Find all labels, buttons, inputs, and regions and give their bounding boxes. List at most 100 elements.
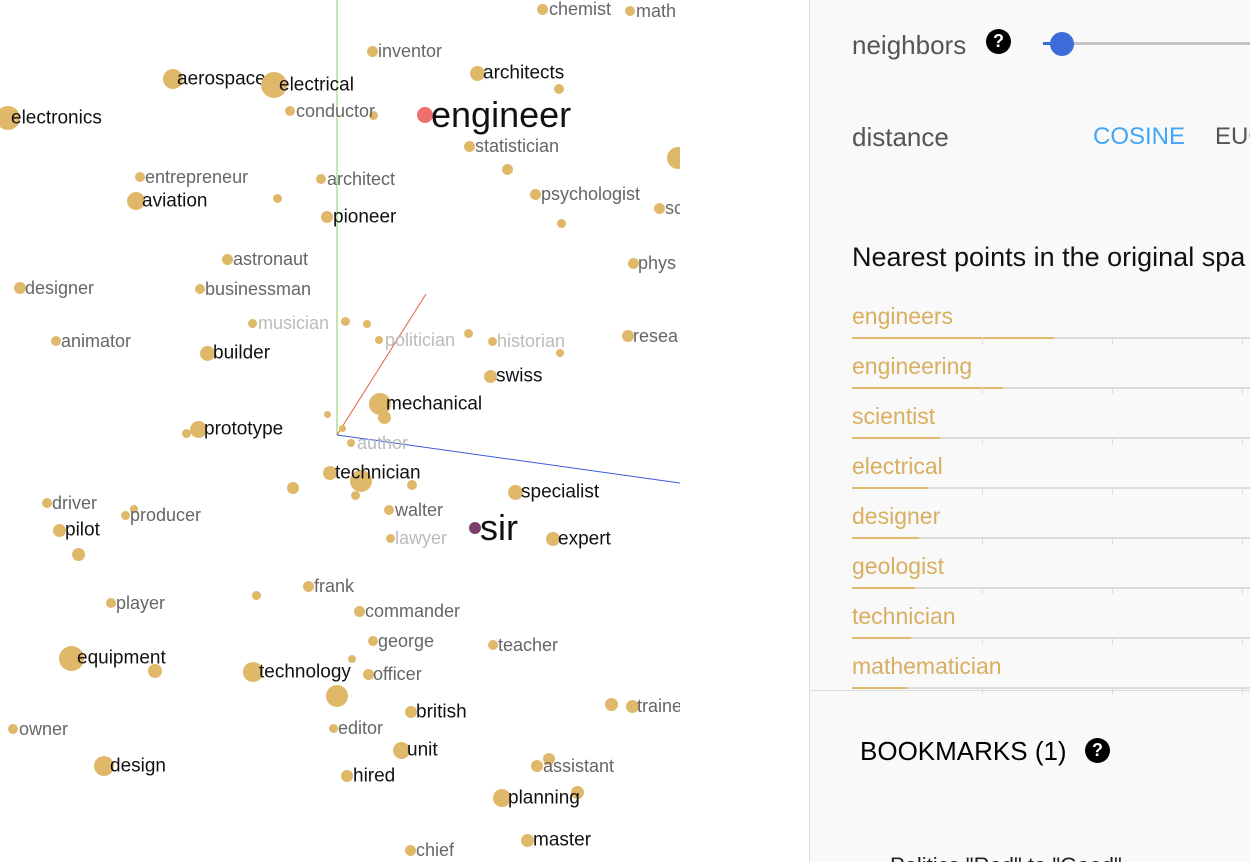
point-marker[interactable] [385,533,395,543]
point-marker[interactable] [127,192,145,210]
point-label[interactable]: expert [558,528,611,550]
point-marker[interactable] [507,484,523,500]
point-label[interactable]: mechanical [386,393,483,415]
point-marker[interactable] [463,140,475,152]
point-label[interactable]: walter [395,500,444,520]
point-label[interactable]: frank [314,576,355,596]
point-marker[interactable] [340,316,350,326]
point-marker[interactable] [221,253,233,265]
point-label[interactable]: owner [19,719,69,739]
point-marker[interactable] [653,202,665,214]
point-label[interactable]: driver [52,493,98,513]
point-marker[interactable] [625,6,635,16]
point-marker[interactable] [328,723,338,733]
neighbors-slider-track[interactable] [1043,42,1250,45]
point-marker[interactable] [487,336,497,346]
point-label[interactable]: entrepreneur [145,167,249,187]
point-marker[interactable] [363,320,371,328]
point-marker[interactable] [362,668,374,680]
point-marker[interactable] [199,345,215,361]
point-label[interactable]: planning [508,787,580,809]
point-label[interactable]: technology [259,661,351,683]
point-marker[interactable] [8,724,18,734]
bookmark-item[interactable]: Politics "Red" to "Good" [890,853,1122,862]
point-marker[interactable] [350,470,372,492]
point-marker[interactable] [326,685,348,707]
point-marker[interactable] [261,72,287,98]
point-label[interactable]: lawyer [395,528,448,548]
point-marker[interactable] [272,193,282,203]
point-label[interactable]: electrical [279,74,354,96]
neighbors-slider-handle[interactable] [1050,32,1074,56]
point-label[interactable]: architects [483,62,565,84]
point-marker[interactable] [368,110,378,120]
point-marker[interactable] [14,282,26,294]
question-circle-icon[interactable]: ? [1085,738,1110,763]
point-label[interactable]: specialist [521,481,600,503]
point-label[interactable]: commander [365,601,461,621]
nearest-point-item[interactable]: technician [852,603,1250,653]
point-label[interactable]: animator [61,331,132,351]
point-label[interactable]: pilot [65,519,100,541]
point-label[interactable]: businessman [205,279,312,299]
point-marker[interactable] [543,753,555,765]
point-marker[interactable] [348,655,356,663]
point-label[interactable]: sir [480,507,518,548]
point-marker[interactable] [42,498,52,508]
point-marker[interactable] [323,410,331,418]
point-marker[interactable] [341,770,353,782]
nearest-point-word[interactable]: engineers [852,303,954,329]
point-marker[interactable] [135,172,145,182]
point-marker[interactable] [189,420,207,438]
point-label[interactable]: musician [258,313,330,333]
nearest-point-item[interactable]: scientist [852,403,1250,453]
point-marker[interactable] [71,547,85,561]
point-marker[interactable] [52,523,66,537]
point-label[interactable]: astronaut [233,249,309,269]
point-marker[interactable] [338,424,346,432]
point-marker[interactable] [251,590,261,600]
point-marker[interactable] [404,844,416,856]
point-marker[interactable] [570,785,584,799]
point-marker[interactable] [554,84,564,94]
point-label[interactable]: assistant [543,756,615,776]
nearest-point-word[interactable]: engineering [852,353,973,379]
distance-option-cosine[interactable]: COSINE [1093,123,1186,150]
point-label[interactable]: pioneer [333,206,397,228]
point-label[interactable]: player [116,593,166,613]
point-marker[interactable] [243,662,263,682]
point-label[interactable]: master [533,829,592,851]
point-label[interactable]: equipment [77,647,166,669]
point-label[interactable]: designer [25,278,95,298]
point-label[interactable]: technician [335,462,421,484]
point-label[interactable]: psychologist [541,184,641,204]
point-marker[interactable] [285,106,295,116]
point-label[interactable]: hired [353,765,396,787]
point-marker[interactable] [316,174,326,184]
point-marker[interactable] [247,318,257,328]
point-marker[interactable] [368,636,378,646]
point-marker[interactable] [58,645,84,671]
point-label[interactable]: math [636,1,677,21]
point-label[interactable]: swiss [496,365,543,387]
point-label[interactable]: editor [338,718,384,738]
point-marker[interactable] [483,369,497,383]
point-marker[interactable] [130,505,138,513]
point-marker[interactable] [350,490,360,500]
point-marker[interactable] [120,510,130,520]
point-marker[interactable] [148,664,162,678]
point-label[interactable]: prototype [204,418,284,440]
point-marker[interactable] [536,3,548,15]
point-marker[interactable] [463,328,473,338]
point-marker[interactable] [106,598,116,608]
point-marker[interactable] [195,284,205,294]
point-label[interactable]: phys [638,253,677,273]
nearest-point-item[interactable]: mathematician [852,653,1250,703]
point-marker[interactable] [529,188,541,200]
point-label[interactable]: inventor [378,41,443,61]
point-marker[interactable] [366,45,378,57]
point-label[interactable]: historian [497,331,566,351]
point-marker[interactable] [488,640,498,650]
point-label[interactable]: architect [327,169,396,189]
point-label[interactable]: british [416,701,467,723]
